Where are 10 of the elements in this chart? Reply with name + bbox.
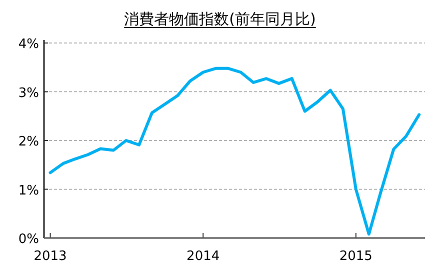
x-tick-label: 2013 xyxy=(34,249,67,264)
y-tick-label: 0% xyxy=(18,232,39,247)
x-tick-label: 2015 xyxy=(339,249,372,264)
x-tick-label: 2014 xyxy=(186,249,220,264)
y-tick-label: 2% xyxy=(18,134,39,150)
y-tick-label: 1% xyxy=(18,183,39,198)
y-tick-label: 3% xyxy=(18,86,39,101)
line-series xyxy=(48,66,421,236)
chart-title: 消費者物価指数(前年同月比) xyxy=(124,10,316,28)
y-tick-label: 4% xyxy=(18,37,39,52)
